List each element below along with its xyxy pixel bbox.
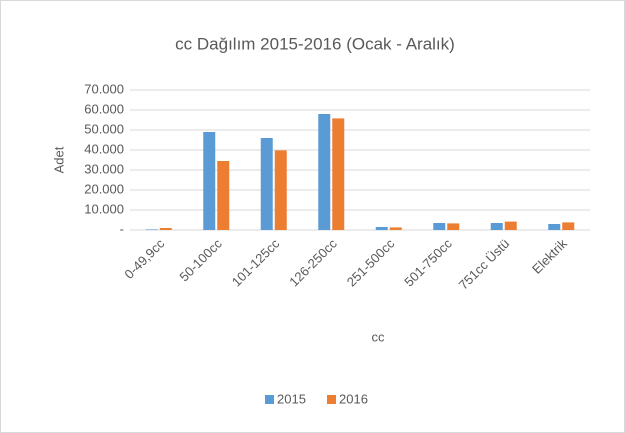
bar	[217, 161, 230, 230]
bar	[389, 227, 402, 230]
y-axis-label: Adet	[51, 146, 66, 173]
bar	[433, 223, 446, 230]
legend-swatch	[327, 395, 336, 404]
y-tick-label: 40.000	[84, 141, 124, 156]
bar	[145, 229, 158, 230]
bar	[562, 222, 575, 230]
y-tick-label: -	[120, 221, 124, 236]
bar	[504, 221, 517, 230]
chart-title: cc Dağılım 2015-2016 (Ocak - Aralık)	[175, 34, 455, 53]
bar	[447, 223, 460, 230]
y-tick-label: 20.000	[84, 181, 124, 196]
legend-swatch	[265, 395, 274, 404]
y-tick-label: 30.000	[84, 161, 124, 176]
bar	[375, 227, 388, 230]
y-tick-label: 50.000	[84, 121, 124, 136]
bar	[548, 224, 561, 230]
bar	[260, 138, 273, 230]
bar	[159, 228, 172, 230]
bar	[274, 150, 287, 230]
bar	[490, 223, 503, 230]
bar	[203, 132, 216, 230]
y-tick-label: 10.000	[84, 201, 124, 216]
y-tick-label: 60.000	[84, 101, 124, 116]
x-axis-label: cc	[372, 329, 386, 344]
bar	[332, 118, 345, 230]
legend-label: 2015	[277, 391, 306, 406]
bar	[318, 114, 331, 230]
y-tick-label: 70.000	[84, 81, 124, 96]
legend-label: 2016	[339, 391, 368, 406]
